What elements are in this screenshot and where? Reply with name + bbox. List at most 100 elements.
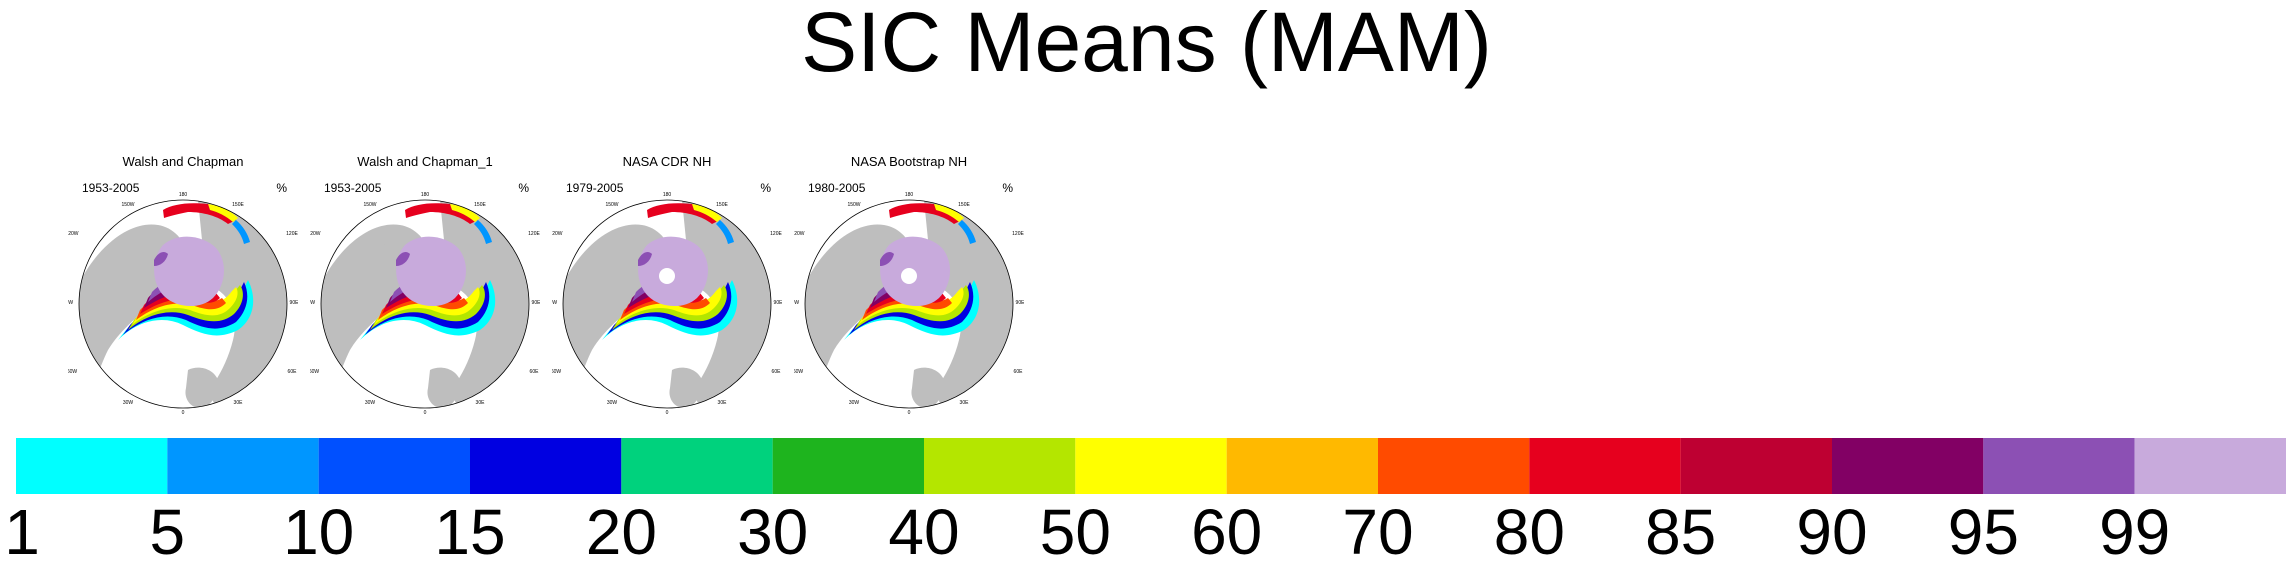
lon-label-right: 90E — [774, 300, 782, 306]
lon-label-right_bottom: 60E — [772, 369, 782, 375]
map-boundary — [804, 199, 1014, 409]
sic-pacific-band-3 — [232, 220, 250, 244]
colorbar-tick-label: 1 — [4, 496, 40, 568]
lon-label-bottom: 0 — [666, 410, 669, 416]
lon-label-right_top: 120E — [1012, 231, 1024, 237]
lon-label-left: 90W — [68, 300, 73, 306]
lon-label-left_bottom: 60W — [794, 369, 803, 375]
sic-pacific-band-3 — [716, 220, 734, 244]
colorbar-tick-label: 5 — [149, 496, 186, 568]
colorbar-tick-label: 85 — [1645, 496, 1717, 568]
lon-label-right: 90E — [1016, 300, 1024, 306]
map-boundary — [562, 199, 772, 409]
colorbar-tick-label: 10 — [283, 496, 355, 568]
panel-units: % — [1002, 181, 1013, 195]
scandinavia-land — [427, 367, 461, 408]
lon-label-top: 180 — [663, 192, 672, 198]
colorbar-bin-13 — [1983, 438, 2135, 494]
sic-pacific-band-2 — [208, 204, 238, 222]
sic-band-1 — [849, 282, 974, 335]
polar-map: 180 150W 150E 120W 120E 90W 90E 60W 60E 30W 30E 0 — [552, 192, 782, 416]
panel-title: Walsh and Chapman — [122, 154, 244, 169]
lon-label-upper_right: 150E — [716, 202, 728, 208]
lon-label-lower_left: 30W — [365, 400, 376, 406]
central-pack-ice — [154, 236, 224, 307]
lon-label-upper_right: 150E — [474, 202, 486, 208]
lon-label-left: 90W — [552, 300, 557, 306]
panel-title: NASA Bootstrap NH — [850, 154, 968, 169]
panel-years: 1953-2005 — [324, 181, 382, 195]
map-boundary — [320, 199, 530, 409]
chart-title: SIC Means (MAM) — [801, 0, 1492, 89]
lon-label-upper_left: 150W — [121, 202, 134, 208]
island-land — [370, 243, 391, 261]
colorbar-bin-10 — [1529, 438, 1681, 494]
colorbar — [16, 438, 2286, 494]
lon-label-bottom: 0 — [182, 410, 185, 416]
greenland-land — [594, 278, 614, 307]
colorbar-tick-label: 95 — [1947, 496, 2019, 568]
lon-label-top: 180 — [179, 192, 188, 198]
sic-band-3 — [132, 287, 238, 325]
sic-band-canada — [638, 252, 652, 266]
panel-title: Walsh and Chapman_1 — [357, 154, 493, 169]
lon-label-top: 180 — [905, 192, 914, 198]
colorbar-bin-9 — [1378, 438, 1530, 494]
sic-pacific-band-3 — [958, 220, 976, 244]
colorbar-tick-label: 50 — [1039, 496, 1111, 568]
colorbar-bin-4 — [621, 438, 773, 494]
island-land — [612, 243, 633, 261]
lon-label-upper_right: 150E — [232, 202, 244, 208]
sic-pacific-band-3 — [474, 220, 492, 244]
polar-map: 180 150W 150E 120W 120E 90W 90E 60W 60E 30W 30E 0 — [794, 192, 1024, 416]
scandinavia-land — [185, 367, 219, 408]
lon-label-right_top: 120E — [528, 231, 540, 237]
map-boundary — [78, 199, 288, 409]
panel-years: 1979-2005 — [566, 181, 624, 195]
scandinavia-land — [911, 367, 945, 408]
colorbar-bin-14 — [2134, 438, 2286, 494]
lon-label-lower_right: 30E — [960, 400, 970, 406]
lon-label-lower_left: 30W — [607, 400, 618, 406]
polar-map: 180 150W 150E 120W 120E 90W 90E 60W 60E 30W 30E 0 — [68, 192, 298, 416]
sic-pacific-band-2 — [450, 204, 480, 222]
colorbar-bin-5 — [772, 438, 924, 494]
map-panel-4: NASA Bootstrap NH 1980-2005% 180 150W 150E 12… — [794, 152, 1024, 416]
greenland-land — [352, 278, 372, 307]
colorbar-tick-label: 90 — [1796, 496, 1868, 568]
colorbar-bin-12 — [1832, 438, 1984, 494]
colorbar-bin-11 — [1680, 438, 1832, 494]
lon-label-left_top: 120W — [794, 231, 805, 237]
sic-band-3 — [858, 287, 964, 325]
panel-years: 1953-2005 — [82, 181, 140, 195]
lon-label-right_bottom: 60E — [288, 369, 298, 375]
lon-label-upper_left: 150W — [605, 202, 618, 208]
panel-units: % — [518, 181, 529, 195]
sic-band-1 — [365, 282, 490, 335]
sic-band-3 — [616, 287, 722, 325]
panel-title: NASA CDR NH — [622, 154, 712, 169]
colorbar-tick-label: 99 — [2099, 496, 2171, 568]
lon-label-left_bottom: 60W — [68, 369, 77, 375]
colorbar-tick-label: 70 — [1342, 496, 1414, 568]
panel-units: % — [276, 181, 287, 195]
colorbar-bin-6 — [924, 438, 1076, 494]
colorbar-bin-3 — [470, 438, 622, 494]
sic-pacific-band-2 — [692, 204, 722, 222]
lon-label-lower_left: 30W — [123, 400, 134, 406]
colorbar-bin-1 — [167, 438, 319, 494]
lon-label-lower_right: 30E — [476, 400, 486, 406]
map-panel-3: NASA CDR NH 1979-2005% 180 150W 150E 120W 120E… — [552, 152, 782, 416]
sic-band-1 — [607, 282, 732, 335]
lon-label-upper_left: 150W — [363, 202, 376, 208]
colorbar-bin-2 — [318, 438, 470, 494]
lon-label-right_top: 120E — [770, 231, 782, 237]
sic-band-canada — [396, 252, 410, 266]
lon-label-left_bottom: 60W — [310, 369, 319, 375]
map-panel-1: Walsh and Chapman 1953-2005% 180 150W 150E 12… — [68, 152, 298, 416]
lon-label-bottom: 0 — [908, 410, 911, 416]
lon-label-right: 90E — [532, 300, 540, 306]
lon-label-right_bottom: 60E — [530, 369, 540, 375]
colorbar-bin-0 — [16, 438, 168, 494]
island-land — [128, 243, 149, 261]
